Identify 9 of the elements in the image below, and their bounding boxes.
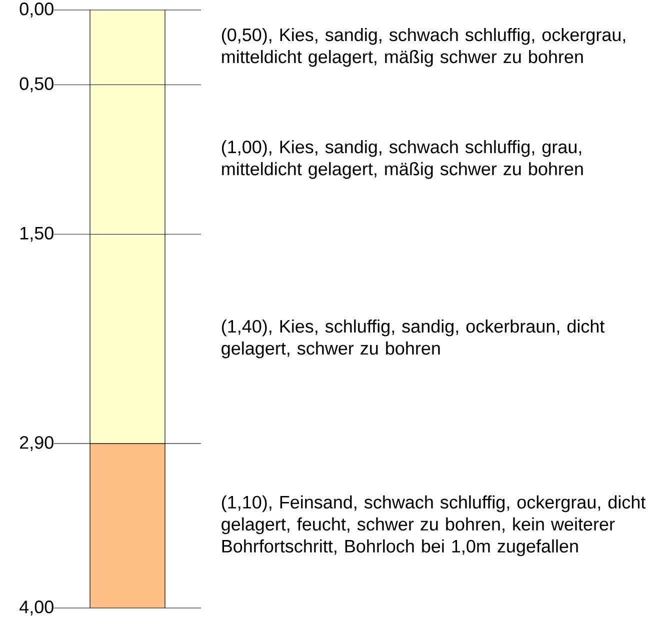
- text: (1,00), Kies, sandig, schwach schluffig, grau, mitteldicht gelagert, mäßig schwer zu bohren: [222, 140, 583, 179]
- y-tick-label: 0,50: [20, 77, 54, 92]
- y-tick-label: 1,50: [20, 226, 54, 242]
- y-tick-label: 0,00: [20, 2, 54, 18]
- y-tick-label: 4,00: [20, 600, 54, 616]
- text: (1,10), Feinsand, schwach schluffig, ockergrau, dicht gelagert, feucht, schwer zu bohren, kein weiterer Bohrfortschritt, Bohrloch bei 1,0m zugefallen: [222, 495, 646, 556]
- text: (0,50), Kies, sandig, schwach schluffig, ockergrau, mitteldicht gelagert, mäßig schwer zu bohren: [222, 28, 626, 67]
- y-tick-label: 2,90: [20, 436, 54, 451]
- text: (1,40), Kies, schluffig, sandig, ockerbraun, dicht gelagert, schwer zu bohren: [222, 320, 605, 358]
